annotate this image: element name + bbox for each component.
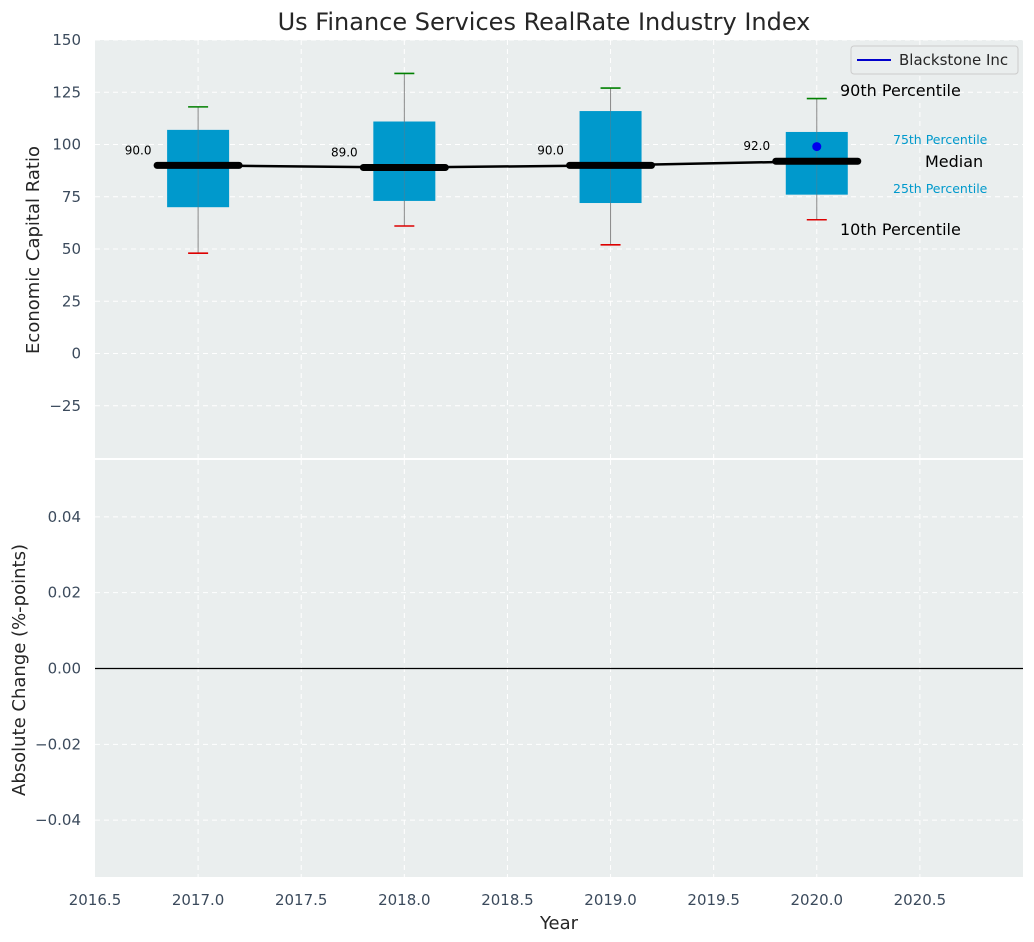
x-tick-label: 2019.5 [687, 891, 740, 909]
legend-label: Blackstone Inc [899, 51, 1008, 69]
top-y-tick-label: 125 [52, 83, 81, 101]
top-y-tick-label: 50 [62, 240, 81, 258]
top-y-tick-label: 150 [52, 31, 81, 49]
chart-title: Us Finance Services RealRate Industry In… [278, 8, 811, 36]
bottom-y-tick-label: 0.02 [48, 584, 81, 602]
annotation-10th: 10th Percentile [840, 220, 961, 239]
median-value-label: 89.0 [331, 145, 358, 159]
x-tick-label: 2019.0 [584, 891, 637, 909]
top-y-tick-label: −25 [49, 397, 81, 415]
median-trend-line [198, 159, 817, 169]
annotation-25th: 25th Percentile [893, 181, 988, 196]
x-tick-label: 2017.5 [275, 891, 328, 909]
x-tick-label: 2016.5 [69, 891, 122, 909]
bottom-y-tick-label: 0.00 [48, 660, 81, 678]
x-tick-label: 2020.0 [791, 891, 844, 909]
legend-box [850, 45, 1019, 75]
percentile-annotations: 90th Percentile 75th Percentile Median 2… [840, 81, 988, 239]
tick-labels: −25 0 25 50 75 100 125 150 −0.04 −0.02 0.00 0.02 0.0… [35, 31, 946, 909]
x-axis-label: Year [539, 913, 579, 934]
annotation-75th: 75th Percentile [893, 132, 988, 147]
top-y-tick-label: 0 [71, 345, 81, 363]
top-y-tick-label: 100 [52, 136, 81, 154]
bottom-y-axis-label: Absolute Change (%-points) [9, 544, 30, 796]
x-tick-label: 2017.0 [172, 891, 225, 909]
top-y-axis-label: Economic Capital Ratio [23, 146, 44, 354]
bottom-y-tick-label: −0.02 [35, 735, 81, 753]
bottom-y-tick-label: 0.04 [48, 508, 81, 526]
top-y-tick-label: 25 [62, 292, 81, 310]
top-chart-marks: 90.0 89.0 90.0 92.0 [125, 72, 862, 254]
x-tick-label: 2020.5 [894, 891, 947, 909]
x-tick-label: 2018.5 [481, 891, 534, 909]
median-value-label: 90.0 [537, 143, 564, 157]
annotation-median: Median [925, 152, 983, 171]
x-tick-label: 2018.0 [378, 891, 431, 909]
legend: Blackstone Inc [850, 45, 1019, 75]
top-y-tick-label: 75 [62, 188, 81, 206]
annotation-90th: 90th Percentile [840, 81, 961, 100]
median-value-label: 90.0 [125, 143, 152, 157]
median-value-label: 92.0 [743, 139, 770, 153]
bottom-y-tick-label: −0.04 [35, 811, 81, 829]
top-grid [95, 39, 1023, 458]
company-point [812, 142, 822, 152]
